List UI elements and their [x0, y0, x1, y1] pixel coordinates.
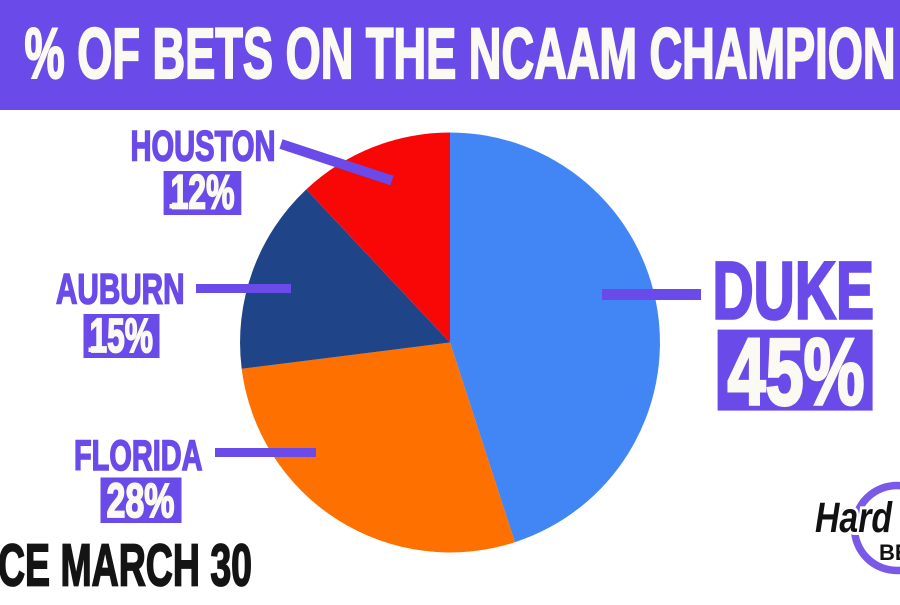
svg-text:45%: 45%	[728, 320, 865, 426]
svg-text:HOUSTON: HOUSTON	[131, 123, 276, 170]
svg-text:Hard: Hard	[815, 494, 893, 542]
svg-text:15%: 15%	[90, 310, 154, 363]
svg-text:CE MARCH 30: CE MARCH 30	[0, 533, 252, 599]
svg-text:% OF BETS ON THE NCAAM CHAMPIO: % OF BETS ON THE NCAAM CHAMPION	[25, 15, 896, 94]
svg-text:FLORIDA: FLORIDA	[74, 433, 203, 480]
svg-text:12%: 12%	[171, 167, 235, 220]
svg-text:BET: BET	[879, 540, 900, 565]
svg-text:28%: 28%	[107, 475, 175, 528]
svg-text:AUBURN: AUBURN	[56, 267, 185, 314]
